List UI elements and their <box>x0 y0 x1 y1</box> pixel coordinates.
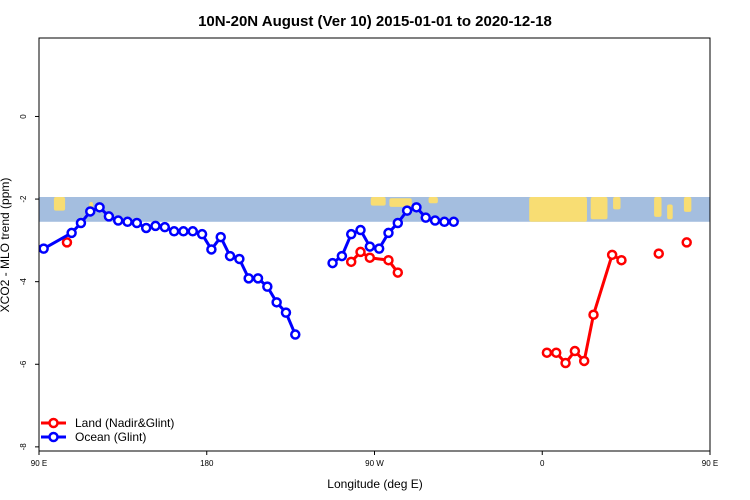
ocean-point-18 <box>224 250 236 262</box>
ocean-point-39 <box>448 216 459 228</box>
ocean-point-4 <box>94 202 105 213</box>
map-land <box>428 197 438 204</box>
ocean-point-8 <box>131 217 143 229</box>
y-axis-label: XCO2 - MLO trend (ppm) <box>0 178 12 313</box>
map-land <box>590 197 608 220</box>
ocean-point-5 <box>103 211 115 222</box>
land-point-9 <box>569 345 581 357</box>
ocean-point-16 <box>206 244 217 255</box>
ocean-point-28 <box>345 228 357 240</box>
legend-ocean-label: Ocean (Glint) <box>75 430 146 444</box>
legend-land-marker <box>48 417 59 429</box>
x-tick-label-1: 180 <box>200 459 214 468</box>
legend-land-label: Land (Nadir&Glint) <box>75 416 174 430</box>
land-point-0 <box>61 237 73 248</box>
land-point-7 <box>550 347 562 358</box>
ocean-point-10 <box>150 220 161 232</box>
land-point-12 <box>606 249 618 261</box>
ocean-point-13 <box>178 226 189 237</box>
land-point-1 <box>345 256 357 268</box>
ocean-point-3 <box>85 206 96 217</box>
ocean-point-14 <box>187 226 199 237</box>
ocean-point-25 <box>290 329 301 340</box>
ocean-point-23 <box>271 297 282 308</box>
y-tick-label-4: -8 <box>19 443 28 451</box>
ocean-point-27 <box>336 250 348 262</box>
legend-ocean-marker <box>48 431 59 443</box>
ocean-point-0 <box>39 243 49 254</box>
ocean-point-35 <box>411 202 422 213</box>
y-tick-label-2: -4 <box>19 278 28 286</box>
ocean-point-21 <box>252 273 264 284</box>
land-point-11 <box>588 309 599 320</box>
land-point-3 <box>364 252 376 263</box>
ocean-point-38 <box>439 216 450 228</box>
ocean-point-30 <box>364 241 376 252</box>
x-tick-label-3: 0 <box>540 459 545 468</box>
land-point-4 <box>383 254 394 266</box>
ocean-point-32 <box>383 227 394 239</box>
ocean-point-36 <box>420 212 432 223</box>
x-axis-label: Longitude (deg E) <box>327 477 422 491</box>
ocean-point-26 <box>327 257 338 269</box>
map-land <box>370 197 386 206</box>
map-land <box>667 204 673 220</box>
ocean-point-12 <box>168 226 180 237</box>
ocean-point-1 <box>66 227 77 239</box>
ocean-point-20 <box>243 273 254 284</box>
x-tick-label-2: 90 W <box>365 459 384 468</box>
land-point-13 <box>616 254 627 266</box>
chart-title: 10N-20N August (Ver 10) 2015-01-01 to 20… <box>198 13 552 30</box>
ocean-point-15 <box>196 228 208 240</box>
y-tick-label-1: -2 <box>19 195 28 203</box>
ocean-point-9 <box>140 222 152 234</box>
map-land <box>654 197 662 217</box>
ocean-point-17 <box>215 231 226 243</box>
land-point-8 <box>560 357 571 369</box>
legend: Land (Nadir&Glint) Ocean (Glint) <box>41 416 174 444</box>
ocean-point-29 <box>355 224 366 236</box>
ocean-point-33 <box>392 217 404 229</box>
series-layer <box>39 202 692 369</box>
map-land <box>613 197 621 210</box>
ocean-point-6 <box>112 215 124 226</box>
ocean-point-34 <box>401 205 413 216</box>
map-land <box>683 197 692 212</box>
y-tick-label-0: 0 <box>19 114 28 119</box>
ocean-point-11 <box>159 221 171 233</box>
ocean-point-19 <box>234 253 245 265</box>
ocean-point-24 <box>280 307 292 318</box>
ocean-point-2 <box>75 217 87 229</box>
x-tick-label-4: 90 E <box>702 459 718 468</box>
land-point-10 <box>578 355 590 367</box>
land-point-2 <box>355 246 366 258</box>
land-point-5 <box>392 267 404 278</box>
world-map-strip <box>39 197 710 222</box>
map-land <box>529 197 587 222</box>
axes-layer: 90 E 180 90 W 0 90 E 0 -2 -4 -6 -8 <box>19 114 718 468</box>
ocean-point-31 <box>373 243 385 254</box>
land-point-15 <box>681 237 692 248</box>
map-land <box>53 197 66 211</box>
ocean-point-7 <box>122 216 133 228</box>
y-tick-label-3: -6 <box>19 360 28 368</box>
land-point-6 <box>541 347 553 358</box>
land-series-line-1 <box>546 253 623 365</box>
ocean-point-22 <box>262 281 273 292</box>
land-point-14 <box>653 248 664 259</box>
ocean-point-37 <box>429 215 441 226</box>
map-land <box>389 198 412 207</box>
x-tick-label-0: 90 E <box>31 459 47 468</box>
